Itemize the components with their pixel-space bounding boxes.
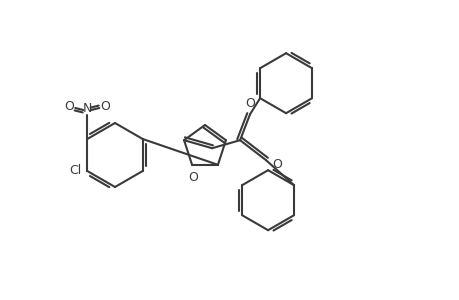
Text: O: O [245,97,254,110]
Text: O: O [188,171,197,184]
Text: Cl: Cl [69,164,81,178]
Text: O: O [271,158,281,171]
Text: O: O [64,100,74,113]
Text: O: O [100,100,110,113]
Text: N: N [83,103,92,116]
